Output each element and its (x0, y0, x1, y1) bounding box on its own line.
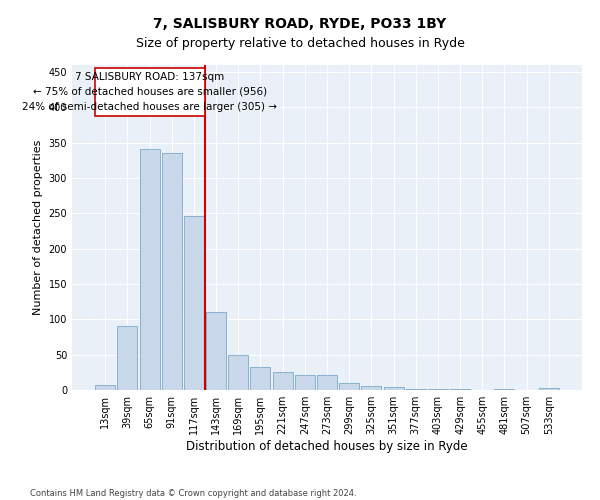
Bar (95, 385, 115, 390)
X-axis label: Distribution of detached houses by size in Ryde: Distribution of detached houses by size … (186, 440, 468, 453)
Text: 7 SALISBURY ROAD: 137sqm: 7 SALISBURY ROAD: 137sqm (75, 72, 224, 82)
Bar (184, 216, 204, 390)
Bar (428, 388, 448, 390)
Bar (272, 372, 293, 390)
Text: Contains HM Land Registry data © Crown copyright and database right 2024.: Contains HM Land Registry data © Crown c… (30, 488, 356, 498)
Bar (539, 388, 559, 390)
Bar (140, 149, 160, 390)
Bar (228, 354, 248, 390)
Bar (295, 375, 315, 390)
FancyBboxPatch shape (95, 68, 205, 116)
Bar (317, 375, 337, 390)
Bar (383, 387, 404, 390)
Bar (250, 366, 271, 390)
Bar (206, 312, 226, 390)
Bar (339, 383, 359, 390)
Text: Size of property relative to detached houses in Ryde: Size of property relative to detached ho… (136, 38, 464, 51)
Text: ← 75% of detached houses are smaller (956): ← 75% of detached houses are smaller (95… (32, 87, 267, 97)
Text: 24% of semi-detached houses are larger (305) →: 24% of semi-detached houses are larger (… (22, 102, 277, 112)
Text: 7, SALISBURY ROAD, RYDE, PO33 1BY: 7, SALISBURY ROAD, RYDE, PO33 1BY (154, 18, 446, 32)
Bar (162, 154, 182, 390)
Y-axis label: Number of detached properties: Number of detached properties (33, 140, 43, 315)
Bar (406, 388, 426, 390)
Bar (118, 326, 137, 390)
Bar (361, 386, 382, 390)
